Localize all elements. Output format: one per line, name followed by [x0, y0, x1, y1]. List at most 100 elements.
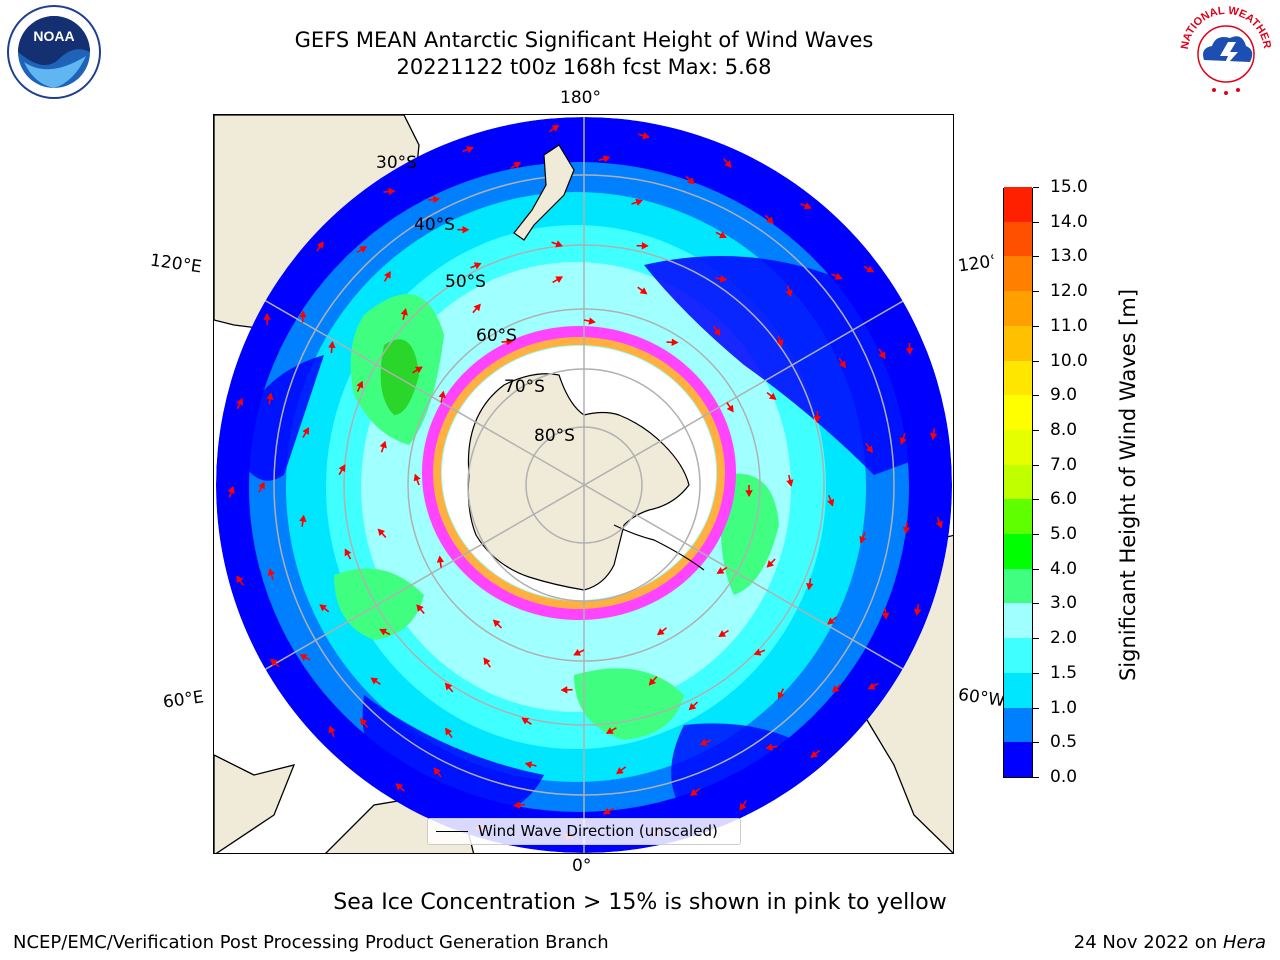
wind-wave-arrowhead [413, 473, 421, 482]
colorbar-segment [1004, 741, 1032, 777]
wind-wave-arrowhead [560, 686, 568, 694]
colorbar-tick-label: 4.0 [1050, 558, 1078, 579]
wind-wave-arrowhead [299, 514, 307, 523]
wind-wave-arrowhead [302, 427, 310, 435]
wind-wave-arrowhead [506, 337, 514, 346]
graticule [216, 117, 952, 853]
wind-wave-arrowhead [902, 526, 911, 535]
wind-wave-arrowhead [865, 445, 873, 454]
wind-wave-arrowhead [416, 604, 424, 612]
lat-label-40s: 40°S [414, 215, 455, 235]
colorbar-tick-label: 1.0 [1050, 697, 1078, 718]
wind-wave-arrowhead [270, 658, 278, 667]
wind-wave-arrowhead [766, 560, 775, 568]
colorbar-segment [1004, 498, 1032, 535]
wind-wave-arrowhead [400, 308, 408, 316]
wind-wave-arrowhead [356, 380, 364, 389]
lon-label-60w: 60°W [956, 684, 1006, 712]
wind-wave-arrowhead [718, 630, 727, 637]
footer-date: 24 Nov 2022 on Hera [1074, 932, 1266, 953]
colorbar-segment [1004, 637, 1032, 673]
colorbar-tick-label: 10.0 [1050, 350, 1088, 371]
sea-ice-edge [422, 326, 736, 620]
wind-wave-arrowhead [473, 262, 482, 270]
colorbar-tick-label: 8.0 [1050, 419, 1078, 440]
wind-wave-arrowhead [616, 767, 624, 775]
wind-wave-arrowhead [765, 743, 773, 751]
wind-wave-arrowhead [726, 404, 734, 413]
wind-wave-arrowhead [444, 682, 453, 691]
wind-wave-arrowhead [299, 654, 308, 661]
wind-wave-arrowhead [521, 717, 530, 725]
colorbar-tick-label: 12.0 [1050, 281, 1088, 302]
colorbar-tick-label: 0.5 [1050, 732, 1078, 753]
wind-wave-arrowhead [370, 677, 379, 685]
wind-wave-arrowhead [810, 750, 818, 758]
wind-wave-arrowhead [878, 351, 886, 360]
colorbar-segment [1004, 602, 1032, 639]
wind-wave-arrowhead [466, 146, 474, 154]
wind-wave-arrowhead [266, 392, 274, 400]
wind-wave-arrowhead [768, 392, 777, 400]
wind-wave-arrowhead [395, 783, 403, 791]
map-panel: 30°S 40°S 50°S 60°S 70°S 80°S [213, 114, 954, 854]
wind-wave-arrowhead [377, 528, 385, 537]
wind-wave-arrowhead [462, 225, 470, 234]
wind-wave-arrowhead [935, 520, 943, 529]
colorbar-segment [1004, 429, 1032, 465]
wind-wave-arrowhead [777, 691, 785, 700]
colorbar-label: Significant Height of Wind Waves [m] [1116, 288, 1140, 682]
sea-ice-note: Sea Ice Concentration > 15% is shown in … [333, 890, 947, 915]
colorbar-segment [1004, 394, 1032, 430]
wind-wave-arrowhead [753, 648, 762, 656]
wind-wave-arrowhead [555, 276, 563, 283]
wind-wave-arrowhead [766, 216, 774, 225]
wind-wave-arrowhead [513, 801, 521, 809]
wind-wave-arrowhead [492, 619, 501, 627]
colorbar-tick-label: 2.0 [1050, 628, 1078, 649]
map-title: GEFS MEAN Antarctic Significant Height o… [294, 28, 874, 52]
colorbar-tick-label: 14.0 [1050, 211, 1088, 232]
lon-label-60e: 60°E [161, 687, 206, 713]
wind-wave-arrowhead [328, 725, 336, 734]
wind-wave-arrowhead [602, 807, 611, 815]
colorbar-segment [1004, 360, 1032, 396]
colorbar-tick-label: 6.0 [1050, 489, 1078, 510]
latitude-labels: 30°S 40°S 50°S 60°S 70°S 80°S [376, 153, 575, 446]
noaa-logo-icon: NOAA [7, 5, 101, 99]
colorbar [1003, 186, 1033, 778]
wind-wave-arrowhead [806, 582, 814, 591]
wind-wave-arrowhead [899, 437, 907, 445]
map-legend: Wind Wave Direction (unscaled) [427, 818, 741, 845]
wind-wave-arrowhead [687, 177, 695, 185]
wind-wave-arrowhead [827, 498, 835, 507]
wind-wave-arrowhead [338, 464, 346, 473]
colorbar-segment [1004, 464, 1032, 500]
wind-wave-arrowhead [359, 718, 368, 726]
wind-wave-arrowhead [881, 612, 890, 620]
lon-label-120e: 120°E [148, 250, 203, 278]
footer-host: Hera [1222, 932, 1266, 953]
wind-wave-arrowhead [388, 187, 396, 196]
wind-wave-arrowhead [379, 440, 387, 449]
wind-wave-arrowhead [688, 702, 697, 711]
wind-wave-arrowhead [786, 479, 794, 487]
wind-wave-arrowhead [513, 162, 521, 169]
wind-wave-arrowhead [438, 390, 446, 399]
wind-wave-arrowhead [813, 415, 822, 423]
wind-wave-arrowhead [328, 340, 336, 349]
wind-wave-arrowhead [433, 767, 441, 776]
wind-wave-arrowhead [827, 617, 835, 625]
wind-wave-arrowhead [606, 727, 614, 734]
wind-wave-arrowhead [635, 198, 643, 206]
wind-wave-arrowhead [258, 481, 265, 490]
wind-wave-arrowhead [716, 567, 725, 574]
lon-label-180: 180° [560, 88, 601, 108]
wind-wave-arrowhead [866, 265, 875, 273]
wind-wave-arrowhead [656, 628, 665, 636]
wind-wave-arrowhead [436, 555, 445, 563]
nws-logo-icon: NATIONAL WEATHER SERVICE [1176, 4, 1273, 98]
lon-label-0: 0° [572, 856, 592, 876]
colorbar-segment [1004, 255, 1032, 292]
wind-wave-arrowhead [641, 242, 649, 250]
